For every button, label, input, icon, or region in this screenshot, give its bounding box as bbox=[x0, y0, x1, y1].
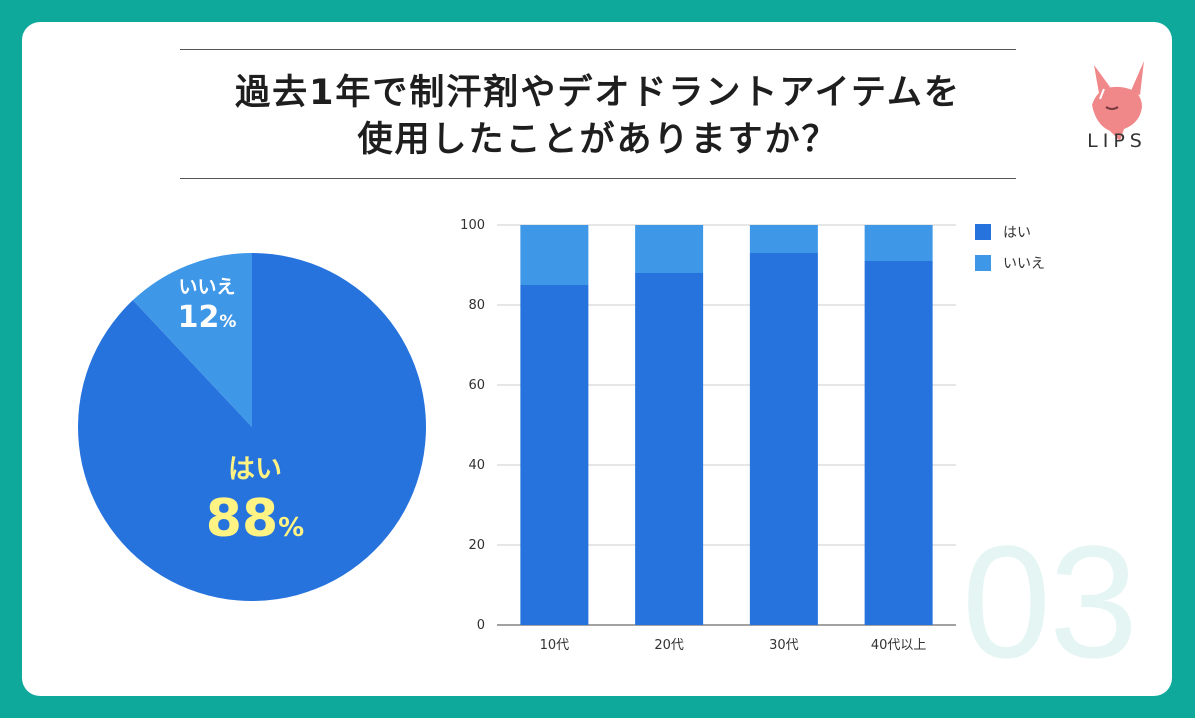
pie-chart bbox=[77, 253, 427, 602]
pie-yes-name: はい bbox=[228, 454, 282, 485]
y-tick-label: 80 bbox=[468, 298, 485, 313]
y-tick-label: 60 bbox=[468, 378, 485, 393]
legend-label-no: いいえ bbox=[1003, 256, 1045, 272]
legend-swatch-yes bbox=[975, 224, 991, 240]
x-tick-label: 40代以上 bbox=[871, 638, 927, 653]
bar-no-1 bbox=[520, 225, 589, 285]
pie-no-unit: % bbox=[219, 312, 237, 332]
bar-no-4 bbox=[864, 225, 933, 261]
bar-yes-4 bbox=[864, 261, 933, 625]
lips-logo-icon bbox=[1092, 61, 1144, 141]
y-tick-label: 100 bbox=[460, 218, 485, 233]
title-bottom-rule bbox=[180, 178, 1016, 179]
infographic-card: 過去1年で制汗剤やデオドラントアイテムを 使用したことがありますか？ LIPS … bbox=[22, 22, 1172, 696]
title-line-2: 使用したことがありますか？ bbox=[357, 120, 839, 160]
pie-slice-no bbox=[132, 253, 252, 427]
x-tick-label: 10代 bbox=[540, 638, 570, 653]
page-title: 過去1年で制汗剤やデオドラントアイテムを 使用したことがありますか？ bbox=[180, 70, 1016, 164]
legend-item-yes: はい bbox=[975, 222, 1031, 242]
bar-no-2 bbox=[635, 225, 704, 273]
legend-swatch-no bbox=[975, 255, 991, 271]
pie-no-name: いいえ bbox=[178, 276, 236, 298]
pie-no-value: 12 bbox=[177, 300, 220, 335]
bar-no-3 bbox=[749, 225, 818, 253]
pie-yes-value: 88 bbox=[205, 489, 279, 549]
watermark-number: 03 bbox=[962, 512, 1138, 691]
y-tick-label: 20 bbox=[468, 538, 485, 553]
x-tick-label: 30代 bbox=[769, 638, 799, 653]
legend-item-no: いいえ bbox=[975, 253, 1045, 273]
x-tick-label: 20代 bbox=[654, 638, 684, 653]
bar-yes-3 bbox=[749, 253, 818, 625]
y-tick-label: 0 bbox=[477, 618, 485, 633]
pie-slice-yes bbox=[77, 253, 427, 602]
pie-yes-label: はい 88% bbox=[185, 456, 325, 545]
brand-name: LIPS bbox=[1087, 130, 1147, 152]
y-tick-label: 40 bbox=[468, 458, 485, 473]
pie-yes-unit: % bbox=[278, 513, 305, 543]
stacked-bar-chart: 0 20 40 60 80 100 10代 20代 30代 40代以上 bbox=[460, 218, 956, 653]
title-line-1: 過去1年で制汗剤やデオドラントアイテムを bbox=[235, 73, 961, 113]
pie-no-label: いいえ 12% bbox=[162, 278, 252, 333]
legend-label-yes: はい bbox=[1003, 225, 1031, 241]
title-top-rule bbox=[180, 49, 1016, 50]
bar-yes-1 bbox=[520, 285, 589, 625]
bar-yes-2 bbox=[635, 273, 704, 625]
